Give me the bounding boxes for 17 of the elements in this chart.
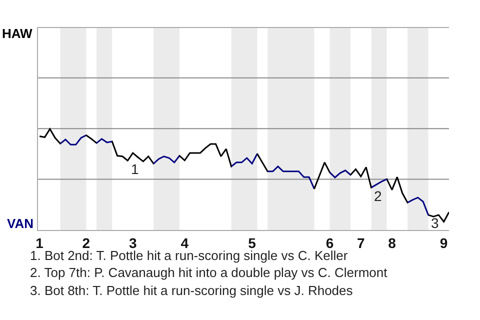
text: HAW xyxy=(2,26,34,41)
x-tick-label: 4 xyxy=(180,234,189,251)
x-tick-label: 1 xyxy=(36,234,44,251)
x-tick-label: 9 xyxy=(440,234,448,251)
text: 1. Bot 2nd: T. Pottle hit a run-scoring single vs C. Keller xyxy=(30,248,348,263)
text: VAN xyxy=(7,216,34,231)
x-tick-label: 7 xyxy=(356,234,365,251)
x-tick-label: 6 xyxy=(326,234,334,251)
x-tick-label: 2 xyxy=(82,234,90,251)
x-tick-label: 3 xyxy=(128,234,137,251)
annotation: 1 xyxy=(131,161,139,177)
annotation: 2 xyxy=(374,188,382,204)
x-tick-label: 5 xyxy=(248,234,256,251)
x-tick-label: 8 xyxy=(388,234,396,251)
annotation: 3 xyxy=(431,215,439,231)
text: 3. Bot 8th: T. Pottle hit a run-scoring single vs J. Rhodes xyxy=(30,283,354,298)
text: 2. Top 7th: P. Cavanaugh hit into a double play vs C. Clermont xyxy=(30,265,388,280)
